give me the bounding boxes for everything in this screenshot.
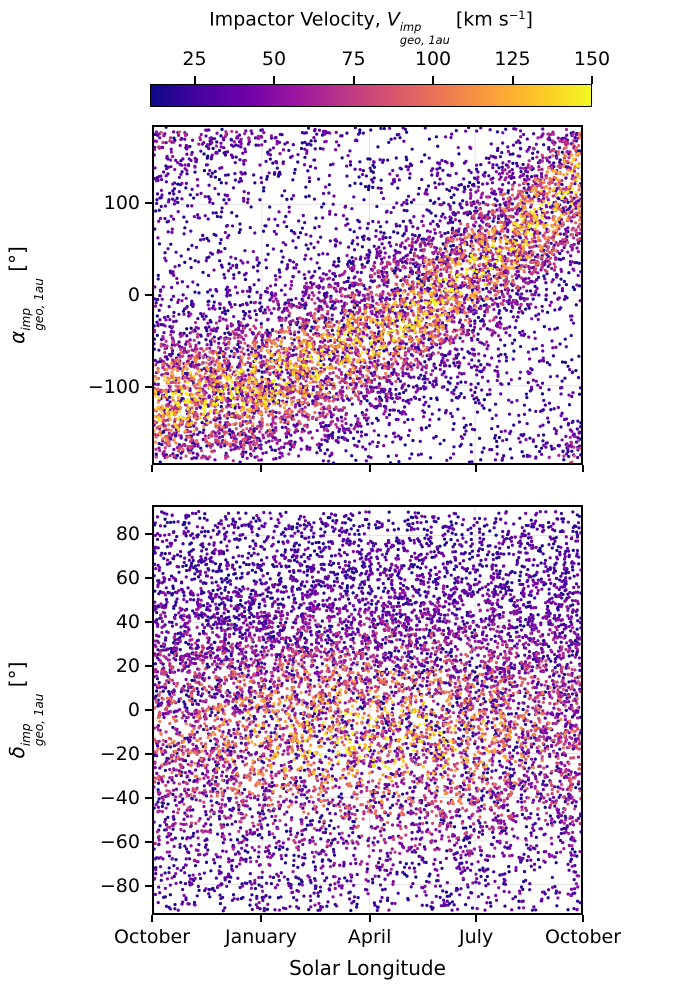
alpha-superscript: imp [19,308,34,331]
colorbar-tick-mark [432,76,434,84]
colorbar-tick-label: 50 [261,48,287,70]
y-tick-label: −100 [87,375,140,398]
y-tick-label: 100 [103,192,140,215]
y-tick-mark [145,841,152,844]
delta-supsub: imp geo, 1au [19,693,47,747]
y-tick-label: −20 [99,743,140,766]
top-scatter-plot [152,125,583,465]
y-tick-label: −40 [99,787,140,810]
y-tick-mark [145,385,152,388]
y-tick-mark [145,664,152,667]
colorbar-unit-exponent: −1 [508,8,526,22]
colorbar-tick-label: 75 [341,48,366,70]
delta-unit: [°] [5,661,30,694]
velocity-symbol: V [386,8,400,31]
y-tick-mark [145,294,152,296]
y-tick-mark [145,709,152,711]
x-tick-mark [260,465,263,472]
velocity-supsub: imp geo, 1au [400,21,450,47]
bottom-y-axis-label: δ imp geo, 1au [°] [5,662,47,759]
x-tick-label: July [459,926,494,948]
x-tick-mark [368,465,371,472]
y-tick-label: 0 [127,284,140,306]
delta-subscript: geo, 1au [32,693,47,747]
x-tick-mark [151,465,153,472]
alpha-symbol: α [5,330,30,344]
alpha-supsub: imp geo, 1au [19,278,47,331]
delta-symbol: δ [5,746,30,759]
delta-superscript: imp [19,723,34,747]
y-tick-mark [145,576,152,579]
alpha-subscript: geo, 1au [32,278,47,331]
top-scatter-canvas [154,127,581,463]
colorbar-title-prefix: Impactor Velocity, [209,8,387,31]
colorbar-tick-label: 100 [414,48,452,70]
velocity-subscript: geo, 1au [399,32,450,47]
y-tick-mark [145,797,152,800]
colorbar-unit-open: [km s [449,8,509,31]
colorbar-tick-mark [193,76,196,84]
y-tick-mark [145,532,152,535]
colorbar-tick-mark [511,76,514,84]
x-axis-label: Solar Longitude [289,956,446,980]
x-tick-mark [475,915,478,922]
y-tick-mark [145,753,152,756]
y-tick-mark [145,885,152,888]
y-tick-label: 20 [115,654,140,677]
top-y-axis-label: α imp geo, 1au [°] [5,246,47,344]
colorbar-tick-mark [352,76,355,84]
colorbar-gradient [150,84,592,107]
y-tick-label: 40 [115,610,140,633]
x-tick-label: October [544,926,622,948]
colorbar-tick-label: 125 [494,48,531,70]
colorbar-tick-mark [273,76,275,84]
colorbar-unit-close: ] [525,8,533,31]
y-tick-label: −60 [99,831,140,854]
x-tick-mark [368,915,371,922]
y-tick-mark [145,202,152,205]
x-tick-label: January [225,926,298,948]
x-tick-mark [475,465,478,472]
velocity-superscript: imp [399,19,422,34]
alpha-unit: [°] [5,246,30,279]
x-tick-mark [151,915,153,922]
x-tick-mark [582,465,584,472]
x-tick-label: April [347,926,392,948]
y-tick-label: 0 [127,699,140,721]
x-tick-mark [582,915,584,922]
colorbar-tick-label: 25 [182,48,207,70]
colorbar-tick-label: 150 [573,48,611,70]
y-tick-label: 60 [115,566,140,589]
x-tick-mark [260,915,263,922]
y-tick-mark [145,620,152,623]
bottom-scatter-plot [152,505,583,915]
y-tick-label: −80 [99,875,140,898]
bottom-scatter-canvas [154,507,581,913]
colorbar-tick-mark [591,76,593,84]
y-tick-label: 80 [115,522,140,545]
x-tick-label: October [113,926,191,948]
